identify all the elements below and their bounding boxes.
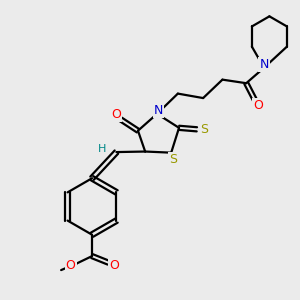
Text: S: S [200, 123, 208, 136]
Text: H: H [98, 143, 106, 154]
Text: N: N [154, 104, 163, 117]
Text: S: S [169, 153, 177, 166]
Text: O: O [253, 99, 263, 112]
Text: O: O [66, 259, 76, 272]
Text: N: N [260, 58, 269, 71]
Text: O: O [110, 259, 119, 272]
Text: O: O [111, 108, 121, 121]
